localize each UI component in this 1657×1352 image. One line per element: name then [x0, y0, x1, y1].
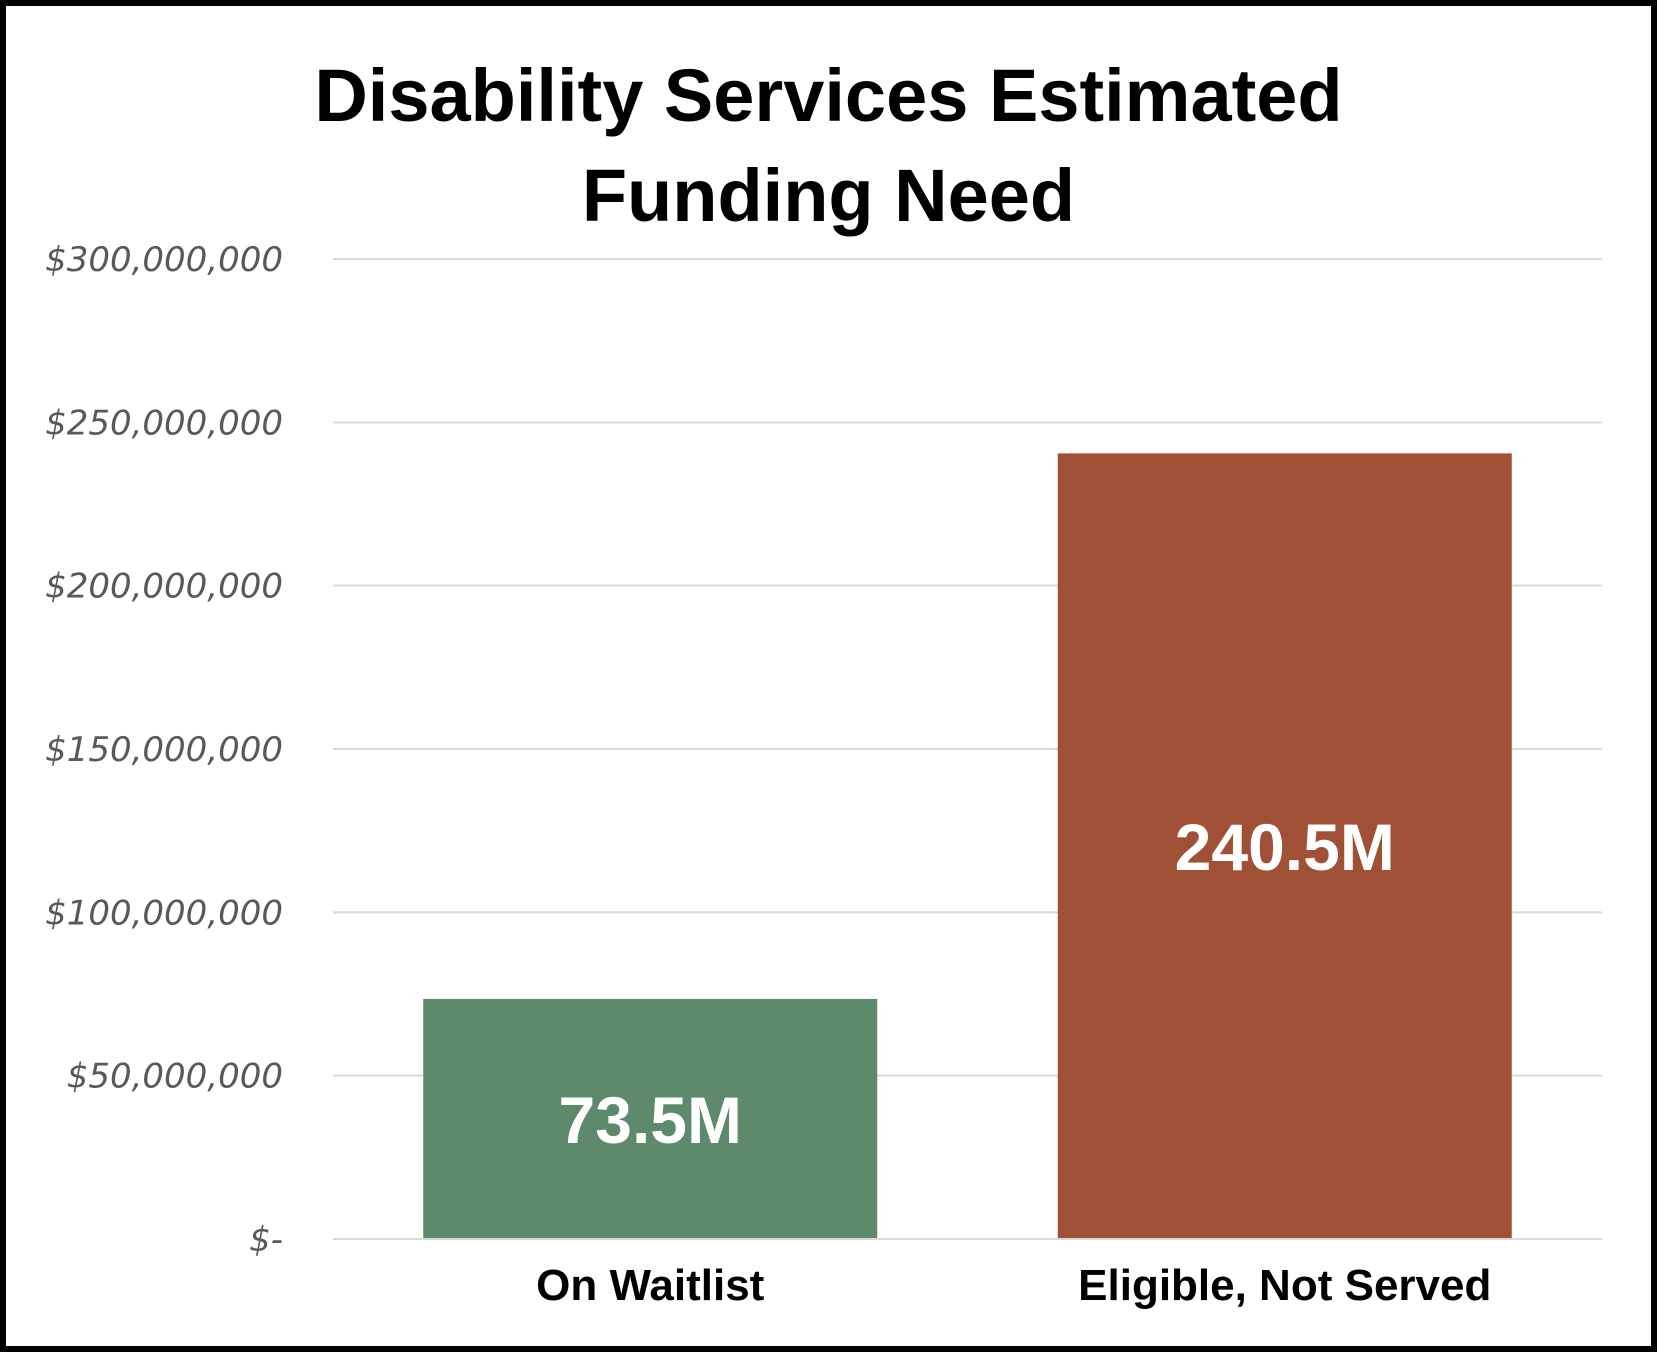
x-category-label: On Waitlist	[536, 1261, 764, 1310]
bar-data-label: 240.5M	[1175, 810, 1395, 884]
y-tick-label: $-	[249, 1220, 283, 1260]
chart-title-line-1: Disability Services Estimated	[314, 54, 1343, 137]
y-tick-label: $200,000,000	[45, 567, 283, 607]
chart-title: Disability Services Estimated Funding Ne…	[6, 46, 1651, 246]
y-tick-label: $300,000,000	[45, 240, 283, 280]
bar	[1057, 453, 1512, 1239]
bar	[423, 998, 878, 1239]
x-category-label: Eligible, Not Served	[1078, 1261, 1491, 1310]
chart-title-line-2: Funding Need	[581, 154, 1076, 237]
y-tick-label: $250,000,000	[45, 403, 283, 443]
y-tick-label: $100,000,000	[45, 893, 283, 933]
bar-data-label: 73.5M	[559, 1083, 742, 1157]
y-tick-label: $150,000,000	[45, 730, 283, 770]
y-tick-label: $50,000,000	[67, 1057, 283, 1097]
